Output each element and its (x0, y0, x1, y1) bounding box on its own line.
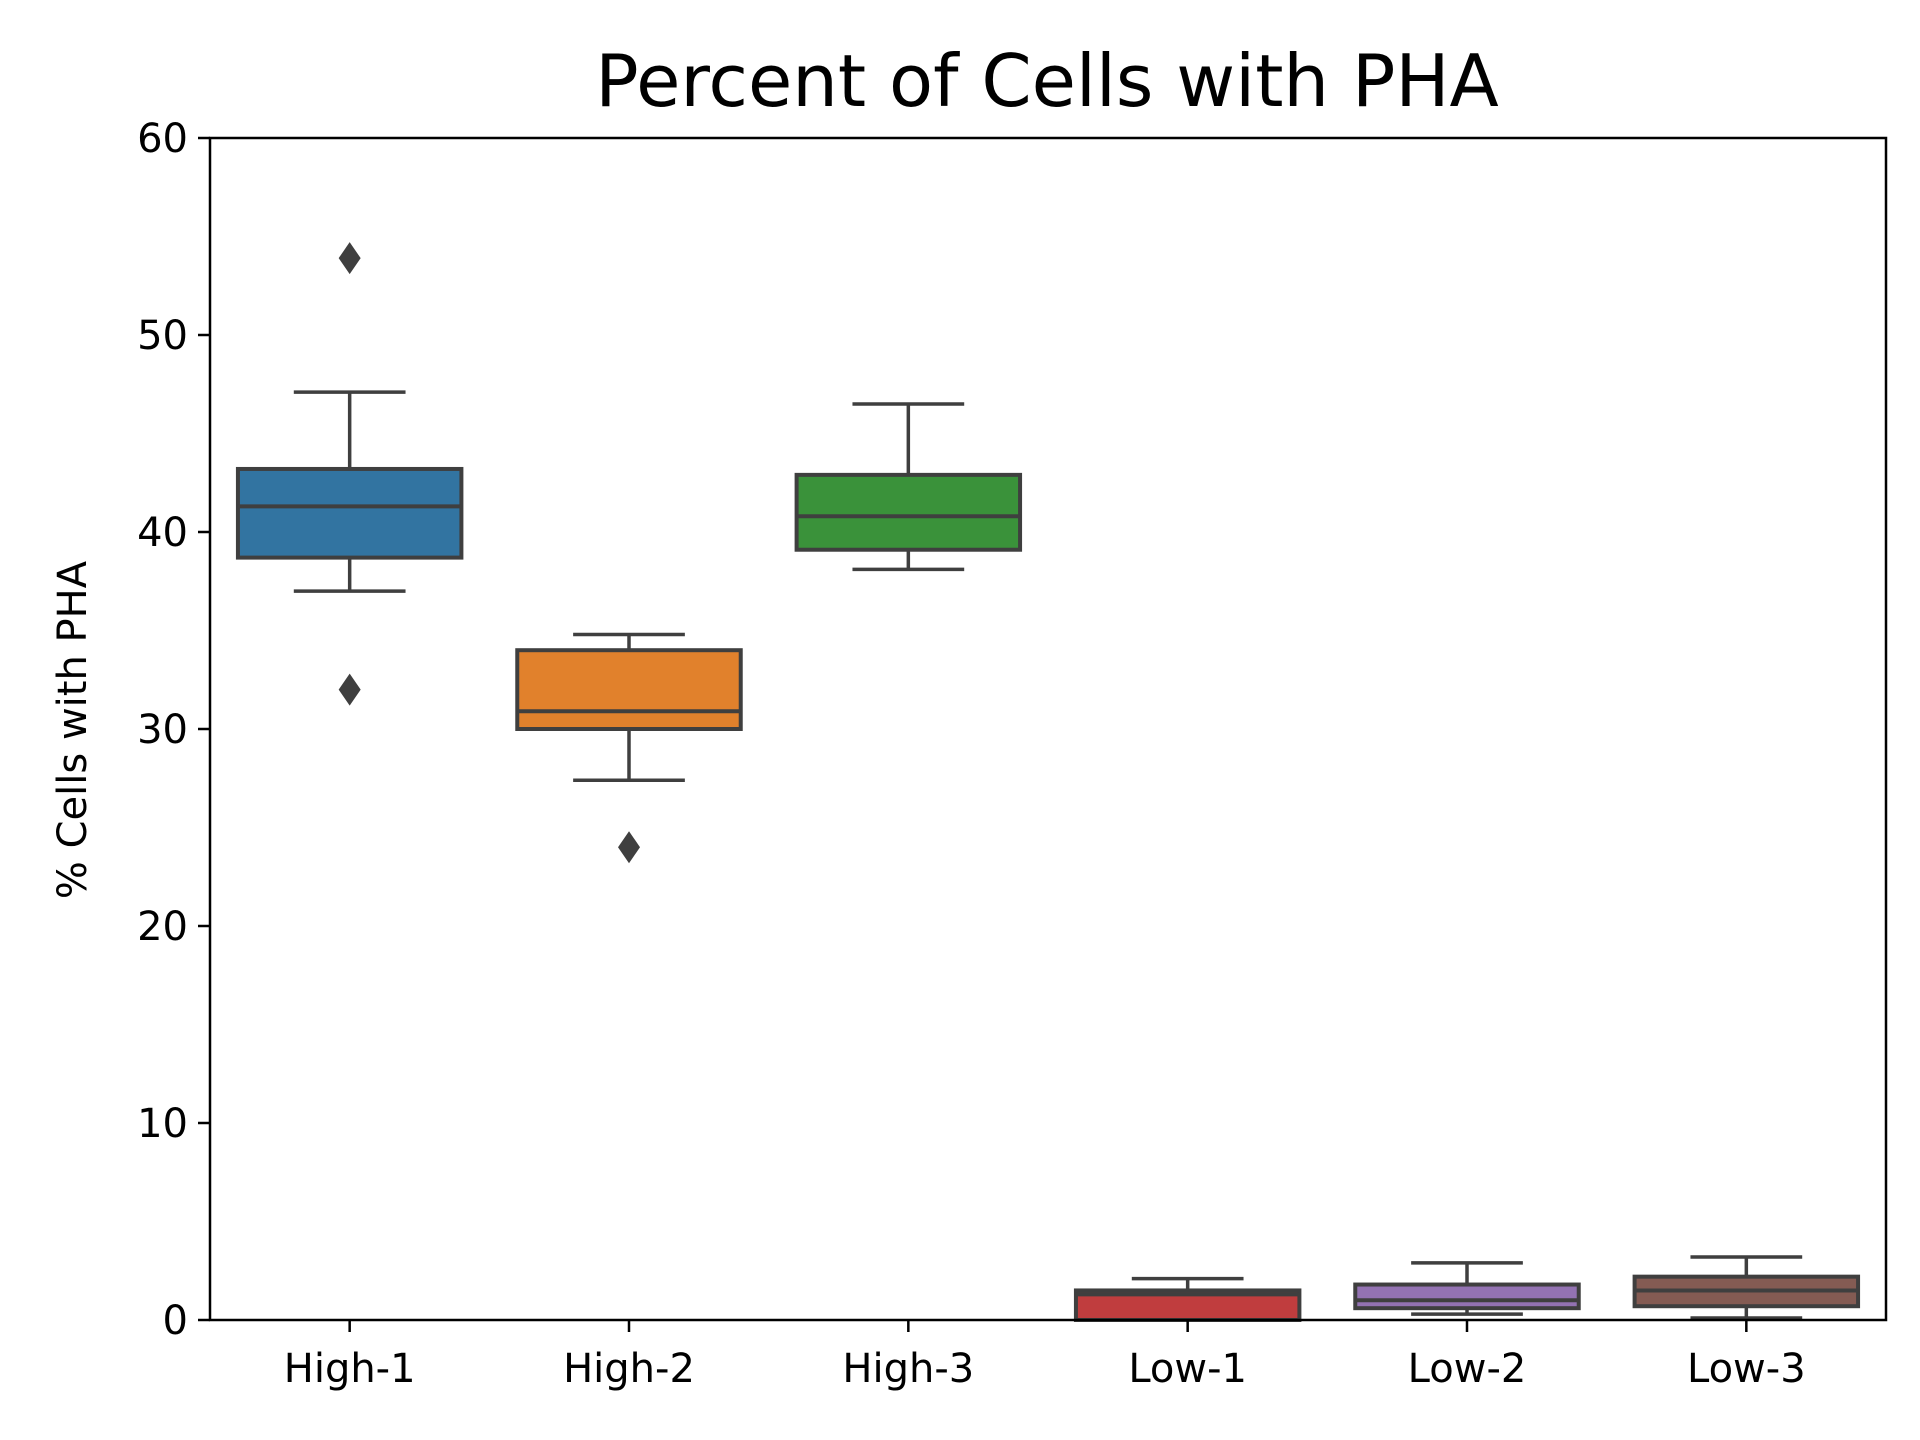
outlier-High-1-0 (338, 242, 361, 275)
x-tick-label: High-2 (563, 1346, 695, 1392)
y-tick-label: 60 (137, 116, 188, 162)
y-tick-label: 20 (137, 904, 188, 950)
box-High-2 (515, 648, 743, 732)
x-tick-label: High-3 (842, 1346, 974, 1392)
outlier-High-1-1 (338, 673, 361, 706)
box-High-1 (235, 466, 464, 560)
outlier-High-2-0 (618, 831, 640, 864)
x-tick-label: Low-1 (1128, 1346, 1247, 1392)
y-tick-label: 10 (137, 1101, 188, 1147)
x-tick-label: Low-2 (1408, 1346, 1527, 1392)
y-tick-label: 40 (137, 510, 188, 556)
y-tick-label: 30 (137, 707, 188, 753)
y-axis-label: % Cells with PHA (50, 560, 96, 899)
plot-area: 0 10 20 30 40 50 60 High-1 High-2 High-3 Low-1 Low-… (137, 116, 1888, 1392)
plot-frame (208, 136, 1888, 1322)
box-High-3 (794, 472, 1023, 552)
box-Low-2 (1353, 1282, 1581, 1311)
chart-title: Percent of Cells with PHA (595, 39, 1499, 123)
x-tick-label: Low-3 (1687, 1346, 1806, 1392)
y-tick-label: 50 (137, 313, 188, 359)
y-tick-label: 0 (163, 1298, 188, 1344)
x-tick-label: High-1 (284, 1346, 416, 1392)
